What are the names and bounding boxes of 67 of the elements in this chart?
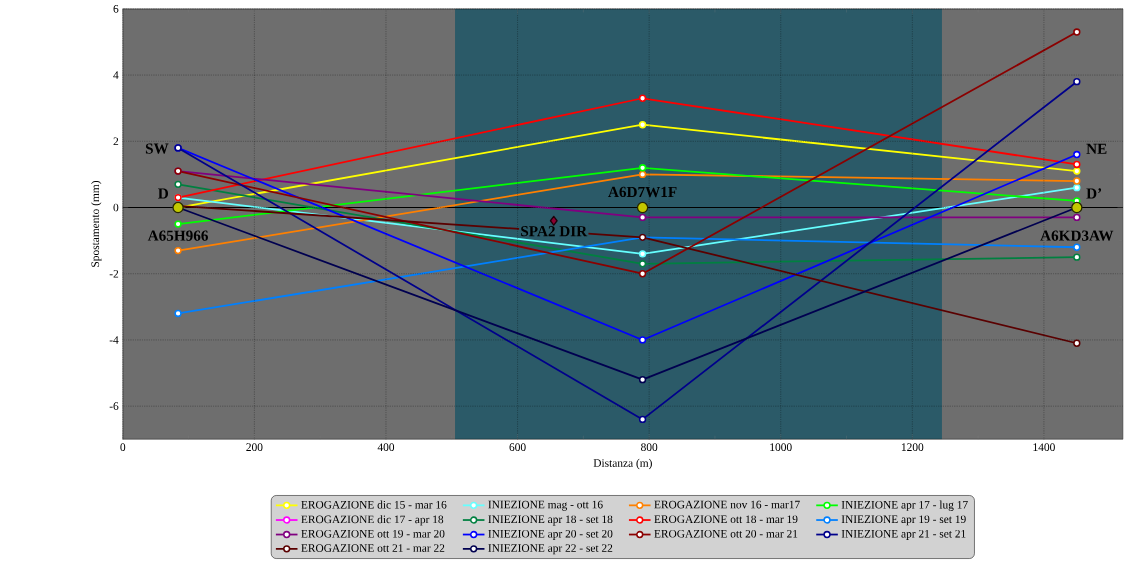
annotation: A65H966 <box>147 230 208 241</box>
point <box>638 269 647 278</box>
legend-label: EROGAZIONE ott 19 - mar 20 <box>301 529 445 538</box>
annotation: NE <box>1086 143 1107 154</box>
y-tick-label: 6 <box>113 4 119 13</box>
x-tick-label: 200 <box>246 443 263 451</box>
point <box>1073 150 1081 159</box>
point <box>174 309 182 318</box>
legend-label: INIEZIONE apr 21 - set 21 <box>841 529 966 540</box>
point <box>638 375 647 384</box>
point <box>1073 77 1081 86</box>
legend-label: INIEZIONE apr 22 - set 22 <box>488 544 613 555</box>
annotation: D <box>158 188 168 199</box>
y-tick-label: 0 <box>113 203 119 212</box>
legend-label: INIEZIONE apr 20 - set 20 <box>488 529 613 540</box>
x-tick-label: 400 <box>377 443 395 451</box>
point <box>638 120 647 129</box>
point <box>638 170 647 178</box>
annotation: A6D7W1F <box>608 186 677 198</box>
point <box>174 246 182 255</box>
y-axis-title: Spostamento (mm) <box>91 180 102 267</box>
legend-label: EROGAZIONE ott 18 - mar 19 <box>654 515 798 523</box>
point <box>1073 177 1081 185</box>
x-tick-label: 1200 <box>901 443 924 451</box>
point <box>174 220 182 228</box>
point <box>638 415 647 423</box>
point <box>1073 160 1081 169</box>
y-tick-label: -6 <box>109 402 119 410</box>
x-tick-label: 0 <box>120 443 126 451</box>
legend-label: INIEZIONE apr 19 - set 19 <box>841 515 966 526</box>
legend-label: INIEZIONE mag - ott 16 <box>488 500 603 511</box>
y-tick-label: 4 <box>113 71 119 79</box>
point <box>638 336 647 344</box>
legend-label: INIEZIONE apr 17 - lug 17 <box>841 500 968 511</box>
legend-label: EROGAZIONE dic 15 - mar 16 <box>301 500 447 509</box>
legend-label: EROGAZIONE nov 16 - mar17 <box>654 500 800 509</box>
y-tick-label: 2 <box>113 137 119 145</box>
point <box>1073 213 1081 222</box>
point <box>1073 183 1081 192</box>
legend-label: EROGAZIONE dic 17 - apr 18 <box>301 515 444 526</box>
annotation: A6KD3AW <box>1040 230 1114 241</box>
point <box>638 260 647 268</box>
point <box>638 250 647 258</box>
series-label: SPA2 DIR <box>521 225 588 237</box>
legend-label: EROGAZIONE ott 20 - mar 21 <box>654 529 798 538</box>
x-tick-label: 800 <box>641 443 658 451</box>
y-tick-label: -2 <box>109 269 119 278</box>
point <box>549 215 558 226</box>
annotation: SW <box>145 143 169 154</box>
point <box>174 180 182 188</box>
x-axis-title: Distanza (m) <box>593 458 652 470</box>
point <box>638 164 647 172</box>
point <box>1073 339 1081 347</box>
point <box>638 213 647 222</box>
point <box>1073 167 1081 175</box>
annotation: D’ <box>1086 188 1102 199</box>
point <box>1073 243 1081 251</box>
legend-label: INIEZIONE apr 18 - set 18 <box>488 515 613 526</box>
point <box>638 94 647 102</box>
x-tick-label: 600 <box>509 443 526 451</box>
y-tick-label: -4 <box>109 336 119 344</box>
point <box>636 201 649 214</box>
point <box>1073 253 1081 261</box>
legend-label: EROGAZIONE ott 21 - mar 22 <box>301 544 445 552</box>
x-tick-label: 1000 <box>770 443 792 451</box>
point <box>1073 28 1081 36</box>
x-tick-label: 1400 <box>1033 443 1055 451</box>
